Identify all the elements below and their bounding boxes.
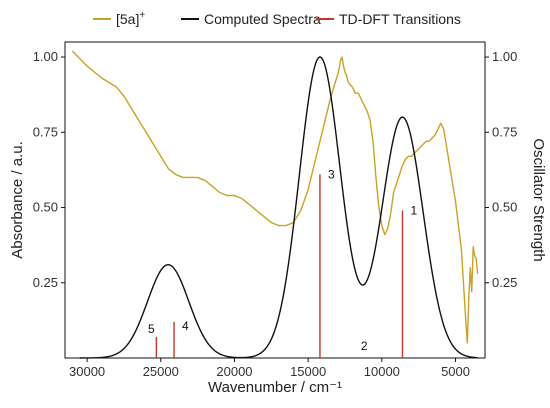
series-experimental [71, 50, 479, 344]
transition-label: 3 [328, 167, 335, 181]
y-axis-left: 0.25 0.50 0.75 1.00 [33, 49, 65, 290]
x-tick-label: 20000 [216, 364, 252, 379]
y-axis-title-right: Oscillator Strength [530, 138, 547, 261]
computed-spectrum-line [79, 56, 478, 359]
legend: [5a]+ Computed Spectra TD-DFT Transition… [93, 10, 461, 27]
y-tick-label-right: 0.75 [492, 124, 517, 139]
y-tick-label-right: 0.50 [492, 200, 517, 215]
x-axis-title: Wavenumber / cm⁻¹ [208, 379, 342, 396]
plot-frame [64, 41, 486, 359]
legend-label-exp: [5a]+ [116, 10, 145, 27]
transition-label: 5 [148, 322, 155, 336]
series-computed [79, 56, 478, 359]
x-tick-label: 25000 [143, 364, 179, 379]
series-tddft-transitions: 1 2 3 4 5 [148, 167, 417, 358]
x-axis: 30000 25000 20000 15000 10000 5000 [69, 358, 470, 379]
x-tick-label: 30000 [69, 364, 105, 379]
y-tick-label-left: 1.00 [33, 49, 58, 64]
y-tick-label-right: 0.25 [492, 275, 517, 290]
transition-label: 4 [182, 319, 189, 333]
y-axis-title-left: Absorbance / a.u. [9, 141, 26, 259]
legend-label-computed: Computed Spectra [204, 11, 321, 27]
y-axis-right: 0.25 0.50 0.75 1.00 [485, 49, 517, 290]
y-tick-label-left: 0.50 [33, 200, 58, 215]
transition-label: 1 [410, 204, 417, 218]
y-tick-label-right: 1.00 [492, 49, 517, 64]
experimental-spectrum-line [71, 50, 479, 344]
x-tick-label: 15000 [290, 364, 326, 379]
y-tick-label-left: 0.75 [33, 124, 58, 139]
y-tick-label-left: 0.25 [33, 275, 58, 290]
legend-label-tddft: TD-DFT Transitions [339, 11, 461, 27]
transition-label: 2 [361, 339, 368, 353]
x-tick-label: 5000 [441, 364, 470, 379]
x-tick-label: 10000 [364, 364, 400, 379]
